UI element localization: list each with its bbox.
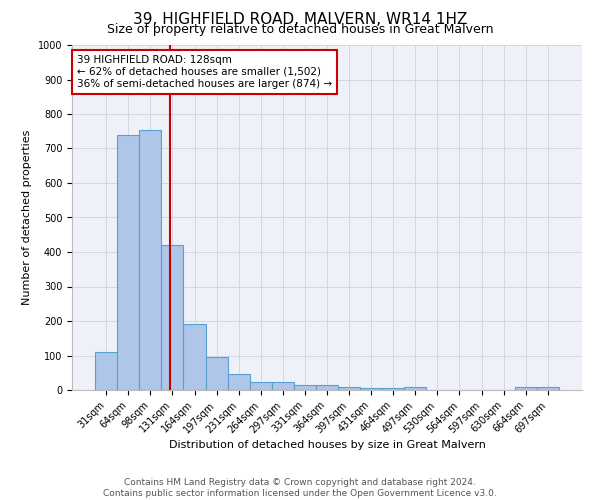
Bar	[294, 385, 316, 390]
Bar	[404, 386, 427, 390]
Bar	[161, 245, 184, 390]
Text: Contains HM Land Registry data © Crown copyright and database right 2024.
Contai: Contains HM Land Registry data © Crown c…	[103, 478, 497, 498]
Bar	[382, 388, 404, 390]
Bar	[139, 130, 161, 390]
X-axis label: Distribution of detached houses by size in Great Malvern: Distribution of detached houses by size …	[169, 440, 485, 450]
Bar	[360, 388, 382, 390]
Bar	[515, 387, 537, 390]
Text: Size of property relative to detached houses in Great Malvern: Size of property relative to detached ho…	[107, 22, 493, 36]
Bar	[206, 357, 227, 390]
Bar	[272, 382, 294, 390]
Bar	[537, 387, 559, 390]
Y-axis label: Number of detached properties: Number of detached properties	[22, 130, 32, 305]
Bar	[184, 324, 206, 390]
Bar	[338, 386, 360, 390]
Bar	[250, 382, 272, 390]
Text: 39, HIGHFIELD ROAD, MALVERN, WR14 1HZ: 39, HIGHFIELD ROAD, MALVERN, WR14 1HZ	[133, 12, 467, 28]
Bar	[95, 352, 117, 390]
Text: 39 HIGHFIELD ROAD: 128sqm
← 62% of detached houses are smaller (1,502)
36% of se: 39 HIGHFIELD ROAD: 128sqm ← 62% of detac…	[77, 56, 332, 88]
Bar	[227, 374, 250, 390]
Bar	[316, 385, 338, 390]
Bar	[117, 134, 139, 390]
